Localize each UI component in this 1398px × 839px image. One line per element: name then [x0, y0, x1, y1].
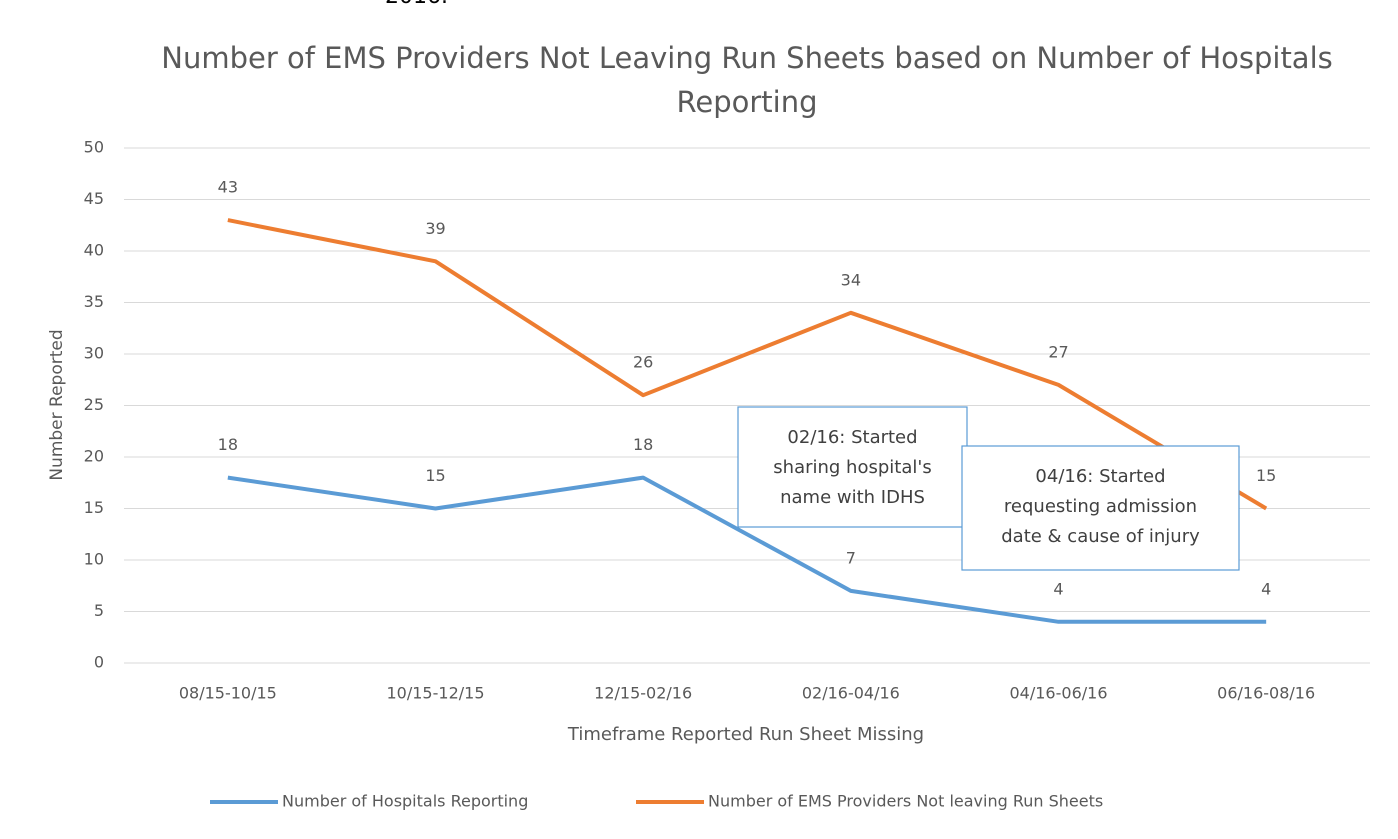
chart-title: Number of EMS Providers Not Leaving Run …	[161, 41, 1333, 119]
data-label: 4	[1053, 579, 1063, 598]
legend-label: Number of EMS Providers Not leaving Run …	[708, 792, 1103, 811]
annotation-text: date & cause of injury	[1001, 526, 1200, 547]
data-label: 18	[633, 435, 653, 454]
series-line	[227, 475, 1267, 624]
annotation-text: sharing hospital's	[773, 457, 931, 478]
y-tick-label: 0	[94, 653, 104, 672]
annotation-text: 04/16: Started	[1035, 466, 1165, 487]
x-axis-label: Timeframe Reported Run Sheet Missing	[567, 724, 924, 745]
y-tick-label: 40	[84, 241, 104, 260]
y-tick-label: 20	[84, 447, 104, 466]
x-tick-label: 06/16-08/16	[1217, 684, 1315, 703]
data-label: 27	[1048, 342, 1068, 361]
y-axis-label: Number Reported	[47, 329, 67, 480]
data-label: 18	[218, 435, 238, 454]
y-tick-label: 50	[84, 138, 104, 157]
data-label: 39	[425, 219, 445, 238]
annotation-text: 02/16: Started	[787, 427, 917, 448]
data-label: 26	[633, 353, 653, 372]
series-line	[227, 218, 1268, 511]
y-tick-label: 5	[94, 601, 104, 620]
annotation-text: requesting admission	[1004, 496, 1197, 517]
y-tick-label: 35	[84, 292, 104, 311]
legend-label: Number of Hospitals Reporting	[282, 792, 528, 811]
x-tick-label: 08/15-10/15	[179, 684, 277, 703]
annotation-box	[737, 406, 968, 528]
x-tick-label: 02/16-04/16	[802, 684, 900, 703]
annotation-box	[961, 445, 1240, 571]
data-label: 43	[218, 178, 238, 197]
context-text: 2016.	[385, 0, 448, 9]
data-label: 15	[1256, 466, 1276, 485]
annotation-text: name with IDHS	[780, 487, 925, 508]
y-tick-label: 15	[84, 498, 104, 517]
y-tick-label: 45	[84, 189, 104, 208]
data-label: 7	[846, 548, 856, 567]
y-tick-label: 30	[84, 344, 104, 363]
data-label: 15	[425, 466, 445, 485]
x-tick-label: 10/15-12/15	[387, 684, 485, 703]
x-tick-label: 04/16-06/16	[1010, 684, 1108, 703]
data-label: 34	[841, 270, 861, 289]
y-tick-label: 10	[84, 550, 104, 569]
data-label: 4	[1261, 579, 1271, 598]
x-tick-label: 12/15-02/16	[594, 684, 692, 703]
y-tick-label: 25	[84, 395, 104, 414]
